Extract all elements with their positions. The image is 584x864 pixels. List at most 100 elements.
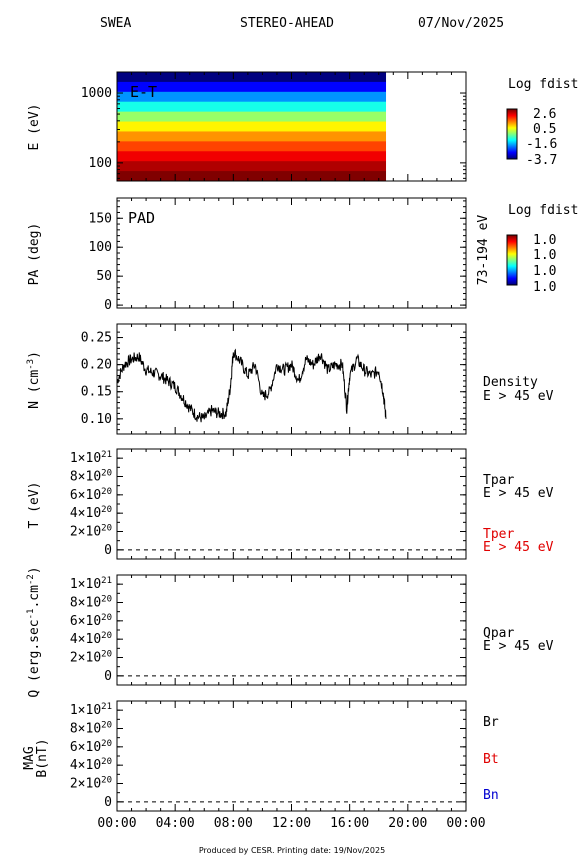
- y-tick-exponent: 20: [101, 776, 112, 786]
- colorbar-cell: [507, 138, 517, 140]
- heatmap-row: [117, 91, 387, 103]
- colorbar-cell: [507, 126, 517, 128]
- colorbar-cell: [507, 258, 517, 260]
- y-tick-exponent: 20: [101, 524, 112, 534]
- colorbar-cell: [507, 256, 517, 258]
- colorbar-cell: [507, 121, 517, 123]
- colorbar-cell: [507, 145, 517, 147]
- y-tick-label: 100: [89, 240, 112, 255]
- colorbar-cell: [507, 128, 517, 130]
- magnetic-field-panel: 0 2×1020 4×1020 6×1020 8×1020 1×1021: [70, 700, 467, 812]
- y-tick-exponent: 20: [101, 487, 112, 497]
- colorbar-cell: [507, 238, 517, 240]
- y-tick-label: 0: [104, 669, 112, 684]
- colorbar-cell: [507, 265, 517, 267]
- pitch-angle-panel: 0 50 100 150: [89, 197, 467, 313]
- colorbar-cell: [507, 272, 517, 274]
- colorbar-cell: [507, 242, 517, 244]
- colorbar-cell: [507, 133, 517, 135]
- y-tick-label: 6×1020: [70, 739, 112, 755]
- heatmap-row: [117, 101, 387, 113]
- y-tick-label: 4×1020: [70, 505, 112, 521]
- colorbar-cell: [507, 118, 517, 120]
- colorbar-cell: [507, 278, 517, 280]
- colorbar-cell: [507, 114, 517, 116]
- pad-colorbar: [506, 234, 518, 286]
- et-colorbar-title: Log fdist: [508, 77, 578, 92]
- colorbar-cell: [507, 155, 517, 157]
- x-tick-label: 00:00: [97, 816, 136, 831]
- colorbar-cell: [507, 239, 517, 241]
- colorbar-cell: [507, 137, 517, 139]
- y-tick-label: 50: [96, 269, 112, 284]
- colorbar-cell: [507, 153, 517, 155]
- y-tick-exponent: 20: [101, 631, 112, 641]
- colorbar-cell: [507, 127, 517, 129]
- colorbar-cell: [507, 151, 517, 153]
- colorbar-cell: [507, 271, 517, 273]
- colorbar-frame: [506, 234, 518, 286]
- density-panel: 0.10 0.15 0.20 0.25: [81, 323, 467, 435]
- colorbar-cell: [507, 253, 517, 255]
- y-tick-exponent: 20: [101, 757, 112, 767]
- y-tick-exponent: 20: [101, 650, 112, 660]
- pad-cbar-tick: 1.0: [533, 264, 556, 279]
- colorbar-cell: [507, 110, 517, 112]
- colorbar-cell: [507, 280, 517, 282]
- colorbar-cell: [507, 249, 517, 251]
- tper-legend: Tper: [483, 527, 514, 542]
- colorbar-cell: [507, 156, 517, 158]
- qpar-legend: Qpar: [483, 626, 514, 641]
- y-tick-label: 1×1021: [70, 450, 112, 466]
- colorbar-cell: [507, 116, 517, 118]
- density-legend-sub: E > 45 eV: [483, 389, 554, 404]
- colorbar-cell: [507, 246, 517, 248]
- y-tick-exponent: 20: [101, 739, 112, 749]
- colorbar-cell: [507, 140, 517, 142]
- colorbar-cell: [507, 157, 517, 159]
- plot-frame: [116, 448, 467, 560]
- qpar-legend-sub: E > 45 eV: [483, 639, 554, 654]
- colorbar-cell: [507, 247, 517, 249]
- bt-legend: Bt: [483, 752, 499, 767]
- colorbar-cell: [507, 144, 517, 146]
- colorbar-cell: [507, 260, 517, 262]
- colorbar-cell: [507, 255, 517, 257]
- heatmap-row: [117, 72, 387, 83]
- et-cbar-tick: -1.6: [526, 137, 557, 152]
- colorbar-cell: [507, 111, 517, 113]
- density-ylabel: N (cm-3): [26, 351, 42, 409]
- colorbar-cell: [507, 259, 517, 261]
- heatmap-row: [117, 121, 387, 132]
- pad-cbar-tick: 1.0: [533, 248, 556, 263]
- x-tick-label: 00:00: [446, 816, 485, 831]
- colorbar-cell: [507, 270, 517, 272]
- y-tick-label: 1×1021: [70, 702, 112, 718]
- y-tick-label: 100: [89, 156, 112, 171]
- colorbar-cell: [507, 147, 517, 149]
- colorbar-cell: [507, 122, 517, 124]
- y-tick-label: 4×1020: [70, 631, 112, 647]
- y-tick-label: 6×1020: [70, 613, 112, 629]
- y-tick-label: 0: [104, 298, 112, 313]
- et-ylabel: E (eV): [27, 104, 42, 151]
- y-tick-exponent: 20: [101, 721, 112, 731]
- colorbar-cell: [507, 279, 517, 281]
- x-tick-label: 04:00: [156, 816, 195, 831]
- colorbar-cell: [507, 120, 517, 122]
- y-tick-label: 8×1020: [70, 595, 112, 611]
- spacecraft-title: STEREO-AHEAD: [240, 16, 334, 31]
- colorbar-cell: [507, 262, 517, 264]
- y-tick-label: 2×1020: [70, 650, 112, 666]
- heatmap-row: [117, 141, 387, 152]
- colorbar-cell: [507, 148, 517, 150]
- x-tick-labels: 00:00 04:00 08:00 12:00 16:00 20:00 00:00: [97, 816, 485, 831]
- colorbar-cell: [507, 250, 517, 252]
- et-panel-label: E-T: [130, 83, 157, 101]
- y-tick-exponent: 20: [101, 613, 112, 623]
- colorbar-cell: [507, 125, 517, 127]
- colorbar-cell: [507, 146, 517, 148]
- temperature-panel: 0 2×1020 4×1020 6×1020 8×1020 1×1021: [70, 448, 467, 560]
- colorbar-cell: [507, 131, 517, 133]
- density-legend: Density: [483, 375, 538, 390]
